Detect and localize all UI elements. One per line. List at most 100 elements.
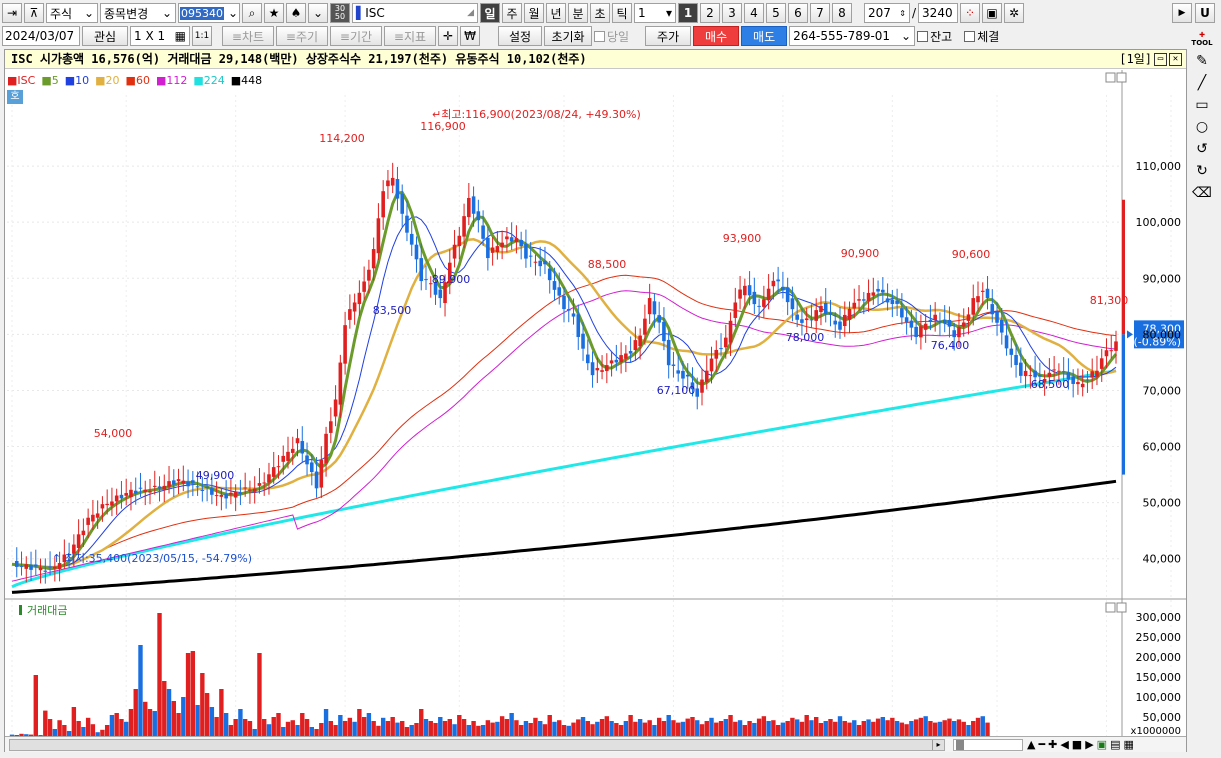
30-50-icon[interactable]: 30 50 bbox=[330, 3, 350, 23]
left-icon[interactable]: ◀ bbox=[1060, 738, 1069, 751]
volume-bar bbox=[766, 721, 771, 737]
pin-icon[interactable]: ⊼ bbox=[24, 3, 44, 23]
reset-button[interactable]: 초기화 bbox=[544, 26, 592, 46]
star-icon[interactable]: ★ bbox=[264, 3, 284, 23]
gear-icon[interactable]: ✲ bbox=[1004, 3, 1025, 23]
peak-label: 90,600 bbox=[952, 248, 991, 261]
search-icon[interactable]: ⌕ bbox=[242, 3, 262, 23]
count-spinner[interactable]: 207 ⇕ bbox=[864, 3, 910, 23]
legend-item-5[interactable]: ■5 bbox=[41, 74, 59, 87]
save-icon[interactable]: ▤ bbox=[1110, 738, 1121, 751]
range-tab[interactable]: ≡기간 bbox=[330, 26, 382, 46]
page-5[interactable]: 5 bbox=[766, 3, 786, 23]
dropdown-icon[interactable]: ⌄ bbox=[308, 3, 328, 23]
crosshair-icon[interactable]: ✛ bbox=[438, 26, 458, 46]
scroll-right-icon[interactable]: ▸ bbox=[932, 739, 944, 750]
legend-item-60[interactable]: ■60 bbox=[125, 74, 150, 87]
dock-icon[interactable]: ⇥ bbox=[2, 3, 22, 23]
volume-bar bbox=[566, 725, 571, 737]
period-day[interactable]: 일 bbox=[480, 3, 500, 23]
h-scrollbar[interactable]: ▸ bbox=[9, 738, 945, 751]
order-price-button[interactable]: 주가 bbox=[645, 26, 692, 46]
excel-icon[interactable]: ▣ bbox=[1096, 738, 1108, 751]
page-3[interactable]: 3 bbox=[722, 3, 742, 23]
market-select[interactable]: 주식 ⌄ bbox=[46, 3, 98, 23]
legend-item-ISC[interactable]: ■ISC bbox=[7, 74, 36, 87]
undo-icon[interactable]: ↺ bbox=[1196, 141, 1208, 157]
save-icon[interactable]: ▣ bbox=[982, 3, 1003, 23]
execution-checkbox[interactable]: 체결 bbox=[964, 28, 999, 45]
one-by-one-button[interactable]: 1:1 bbox=[192, 26, 212, 46]
zoom-slider[interactable] bbox=[953, 738, 1023, 751]
erase-icon[interactable]: ⌫ bbox=[1192, 185, 1212, 201]
price-chart[interactable]: 거래대금 54,000 49,900 114,200 116,900 83,500 89,9… bbox=[5, 70, 1186, 752]
page-2[interactable]: 2 bbox=[700, 3, 720, 23]
play-icon[interactable]: ▶ bbox=[1172, 3, 1192, 23]
candle-body bbox=[790, 298, 795, 310]
candles bbox=[14, 162, 1118, 584]
interval-select[interactable]: 1 ▾ bbox=[634, 3, 676, 23]
page-6[interactable]: 6 bbox=[788, 3, 808, 23]
chart-tab[interactable]: ≡차트 bbox=[222, 26, 274, 46]
candle-body bbox=[895, 300, 899, 304]
interval-value: 1 bbox=[638, 6, 646, 20]
candle-body bbox=[890, 299, 895, 305]
period-tick[interactable]: 틱 bbox=[612, 3, 632, 23]
rect-icon[interactable]: ▭ bbox=[1195, 97, 1209, 113]
volume-bar bbox=[590, 724, 595, 737]
volume-bar bbox=[695, 720, 700, 737]
period-year[interactable]: 년 bbox=[546, 3, 566, 23]
grid-color-icon[interactable]: ⁘ bbox=[960, 3, 981, 23]
slider-thumb[interactable] bbox=[956, 739, 964, 750]
settings-button[interactable]: 설정 bbox=[498, 26, 542, 46]
stop-icon[interactable]: ■ bbox=[1071, 738, 1083, 751]
code-input[interactable]: 095340 ⌄ bbox=[178, 3, 240, 23]
ho-badge[interactable]: 호 bbox=[7, 90, 23, 104]
minus-icon[interactable]: ━ bbox=[1038, 738, 1046, 751]
candle-body bbox=[719, 348, 723, 350]
right-icon[interactable]: ▶ bbox=[1085, 738, 1094, 751]
redo-icon[interactable]: ↻ bbox=[1196, 163, 1208, 179]
balance-checkbox[interactable]: 잔고 bbox=[917, 28, 952, 45]
bell-icon[interactable]: ♠ bbox=[286, 3, 306, 23]
account-select[interactable]: 264-555-789-01 ⌄ bbox=[789, 26, 916, 46]
sell-button[interactable]: 매도 bbox=[741, 26, 788, 46]
volume-bar bbox=[95, 732, 100, 737]
legend-item-224[interactable]: ■224 bbox=[193, 74, 225, 87]
candle-body bbox=[528, 255, 533, 257]
indicator-tab[interactable]: ≡지표 bbox=[384, 26, 436, 46]
page-7[interactable]: 7 bbox=[810, 3, 830, 23]
candle-body bbox=[114, 495, 119, 502]
legend-item-20[interactable]: ■20 bbox=[95, 74, 120, 87]
legend-item-112[interactable]: ■112 bbox=[155, 74, 188, 87]
plus-icon[interactable]: ✚ bbox=[1048, 738, 1058, 751]
print-icon[interactable]: ▦ bbox=[1123, 738, 1134, 751]
period-month[interactable]: 월 bbox=[524, 3, 544, 23]
period-minute[interactable]: 분 bbox=[568, 3, 588, 23]
won-button[interactable]: ₩ bbox=[460, 26, 480, 46]
minimize-icon[interactable]: ▭ bbox=[1154, 52, 1167, 66]
date-field[interactable]: 2024/03/07 bbox=[2, 26, 80, 46]
stock-change-select[interactable]: 종목변경 ⌄ bbox=[100, 3, 176, 23]
period-week[interactable]: 주 bbox=[502, 3, 522, 23]
buy-button[interactable]: 매수 bbox=[693, 26, 740, 46]
line-icon[interactable]: ╱ bbox=[1197, 75, 1207, 91]
page-8[interactable]: 8 bbox=[832, 3, 852, 23]
pen-icon[interactable]: ✎ bbox=[1196, 53, 1208, 69]
legend-item-10[interactable]: ■10 bbox=[64, 74, 90, 87]
grid-select[interactable]: 1 X 1 ▦ bbox=[130, 26, 190, 46]
page-1[interactable]: 1 bbox=[678, 3, 698, 23]
legend-item-448[interactable]: ■448 bbox=[230, 74, 263, 87]
candle-body bbox=[262, 482, 267, 484]
watch-button[interactable]: 관심 bbox=[82, 26, 128, 46]
zoom-a-icon[interactable]: ▲ bbox=[1027, 738, 1036, 751]
period-second[interactable]: 초 bbox=[590, 3, 610, 23]
close-icon[interactable]: ✕ bbox=[1169, 52, 1182, 66]
page-4[interactable]: 4 bbox=[744, 3, 764, 23]
user-button[interactable]: U bbox=[1195, 3, 1215, 23]
circle-icon[interactable]: ○ bbox=[1195, 119, 1209, 135]
today-checkbox[interactable]: 당일 bbox=[594, 28, 629, 45]
stock-name-field[interactable]: ▌ISC ◢ bbox=[352, 3, 478, 23]
period-tab[interactable]: ≡주기 bbox=[276, 26, 328, 46]
volume-bar bbox=[476, 725, 481, 737]
